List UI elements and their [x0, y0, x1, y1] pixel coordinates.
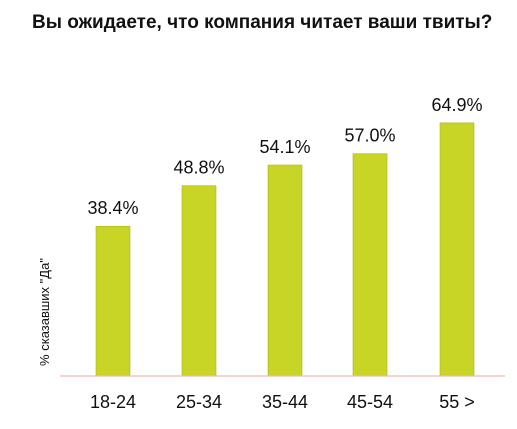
data-label-45-54: 57.0%	[344, 126, 395, 146]
x-tick-label-45-54: 45-54	[347, 392, 393, 412]
bar-35-44	[267, 164, 303, 377]
x-tick-label-55 >: 55 >	[439, 392, 475, 412]
chart-title: Вы ожидаете, что компания читает ваши тв…	[32, 12, 493, 33]
bar-18-24	[95, 225, 131, 377]
x-tick-label-18-24: 18-24	[90, 392, 136, 412]
bar-45-54	[352, 153, 388, 377]
bar-25-34	[181, 185, 217, 377]
bars-group	[95, 122, 475, 377]
data-label-25-34: 48.8%	[173, 158, 224, 178]
x-tick-labels-group: 18-24 25-34 35-44 45-54 55 >	[90, 392, 475, 412]
y-axis-label: % сказавших "Да"	[37, 258, 52, 366]
x-tick-label-35-44: 35-44	[262, 392, 308, 412]
data-label-35-44: 54.1%	[259, 137, 310, 157]
data-labels-group: 38.4% 48.8% 54.1% 57.0% 64.9%	[87, 95, 482, 218]
x-tick-label-25-34: 25-34	[176, 392, 222, 412]
data-label-55 >: 64.9%	[431, 95, 482, 115]
data-label-18-24: 38.4%	[87, 198, 138, 218]
bar-55 >	[439, 122, 475, 377]
